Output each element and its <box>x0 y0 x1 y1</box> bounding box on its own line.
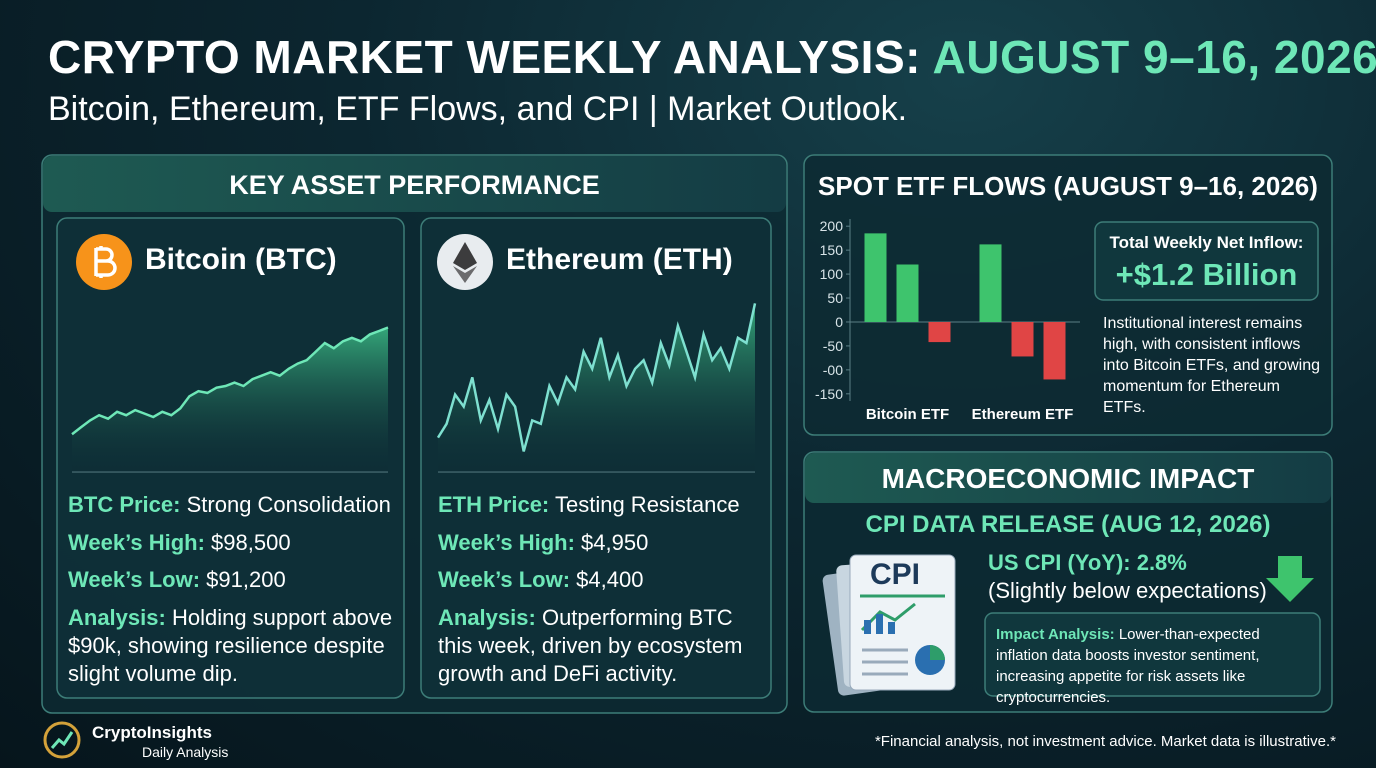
row-label: Analysis: <box>438 605 536 630</box>
logo <box>43 721 81 759</box>
icon-glyph <box>453 242 477 270</box>
row-text: Outperforming BTC this week, driven by e… <box>438 605 743 686</box>
panel-title: MACROECONOMIC IMPACT <box>881 463 1255 494</box>
impact-text: Lower-than-expected inflation data boost… <box>996 626 1260 706</box>
btc-icon <box>76 234 132 290</box>
title-accent: AUGUST 9–16, 2026 <box>932 31 1376 83</box>
disclaimer: *Financial analysis, not investment advi… <box>874 733 1336 750</box>
y-tick-label: 200 <box>820 218 844 234</box>
area <box>438 303 755 472</box>
subtitle: Bitcoin, Ethereum, ETF Flows, and CPI | … <box>48 90 908 128</box>
y-tick-label: 0 <box>835 314 843 330</box>
bar <box>928 321 951 343</box>
row-text: Testing Resistance <box>554 492 740 517</box>
y-tick-label: -150 <box>815 386 843 402</box>
chart-title: SPOT ETF FLOWS (AUGUST 9–16, 2026) <box>818 171 1318 201</box>
y-tick-label: 50 <box>827 290 843 306</box>
row-label: Week’s High: <box>438 530 575 555</box>
down-arrow <box>1266 556 1314 602</box>
info-row: BTC Price: Strong Consolidation <box>68 491 393 519</box>
logo-chart <box>50 731 74 749</box>
doc-bar <box>888 622 895 634</box>
bar <box>896 264 919 322</box>
row-label: ETH Price: <box>438 492 550 517</box>
row-text: Strong Consolidation <box>186 492 391 517</box>
row-label: Week’s Low: <box>68 567 201 592</box>
etf-note: Institutional interest remains high, wit… <box>1103 315 1320 416</box>
cpi-note: (Slightly below expectations) <box>988 578 1267 603</box>
tagline: Daily Analysis <box>142 744 229 760</box>
release: CPI DATA RELEASE (AUG 12, 2026) <box>865 511 1271 538</box>
y-tick-label: -50 <box>823 338 843 354</box>
impact-label: Impact Analysis: <box>996 626 1115 643</box>
info-row: Week’s High: $98,500 <box>68 529 393 557</box>
bar <box>979 244 1002 322</box>
row-text: Holding support above $90k, showing resi… <box>68 605 393 686</box>
title-main: CRYPTO MARKET WEEKLY ANALYSIS: <box>48 31 921 83</box>
y-tick-label: 100 <box>820 266 844 282</box>
icon-glyph <box>453 266 477 283</box>
doc-pie <box>930 645 945 660</box>
total-value: +$1.2 Billion <box>1115 257 1298 292</box>
panel-header <box>43 156 786 212</box>
row-label: Week’s Low: <box>438 567 571 592</box>
panel-header <box>805 453 1331 503</box>
x-tick-label: Ethereum ETF <box>972 406 1074 423</box>
line <box>71 326 389 436</box>
row-label: BTC Price: <box>68 492 181 517</box>
row-text: $4,950 <box>581 530 649 555</box>
brand: CryptoInsights <box>92 723 212 742</box>
bar <box>1043 321 1066 380</box>
row-text: $98,500 <box>211 530 291 555</box>
row-text: $91,200 <box>206 567 286 592</box>
bar <box>864 233 887 322</box>
info-row: Week’s Low: $4,400 <box>438 566 763 594</box>
icon-glyph <box>94 246 117 278</box>
icon-label: CPI <box>870 558 920 591</box>
info-row: Week’s High: $4,950 <box>438 529 763 557</box>
x-tick-label: Bitcoin ETF <box>866 406 949 423</box>
doc-bar <box>864 620 871 634</box>
info-row: Week’s Low: $91,200 <box>68 566 393 594</box>
y-tick-label: -00 <box>823 362 843 378</box>
doc-bar <box>876 614 883 634</box>
bar <box>1011 321 1034 357</box>
impact: Impact Analysis: Lower-than-expected inf… <box>996 624 1314 708</box>
card-title: Bitcoin (BTC) <box>145 243 337 276</box>
impact-box <box>984 612 1321 697</box>
area <box>72 327 388 472</box>
info-row: ETH Price: Testing Resistance <box>438 491 763 519</box>
logo-ring <box>43 721 81 759</box>
total-box <box>1094 221 1319 301</box>
title: CRYPTO MARKET WEEKLY ANALYSIS: AUGUST 9–… <box>48 30 1376 84</box>
panel-title: KEY ASSET PERFORMANCE <box>229 170 600 200</box>
total-label: Total Weekly Net Inflow: <box>1109 233 1304 252</box>
row-label: Week’s High: <box>68 530 205 555</box>
row-text: $4,400 <box>576 567 644 592</box>
y-tick-label: 150 <box>820 242 844 258</box>
info-row: Analysis: Outperforming BTC this week, d… <box>438 604 763 688</box>
cpi-value: US CPI (YoY): 2.8% <box>988 550 1187 575</box>
card-title: Ethereum (ETH) <box>506 243 733 276</box>
cpi-icon: CPI <box>822 554 956 696</box>
row-label: Analysis: <box>68 605 166 630</box>
info-row: Analysis: Holding support above $90k, sh… <box>68 604 393 688</box>
line <box>436 303 757 452</box>
eth-icon <box>437 234 493 290</box>
